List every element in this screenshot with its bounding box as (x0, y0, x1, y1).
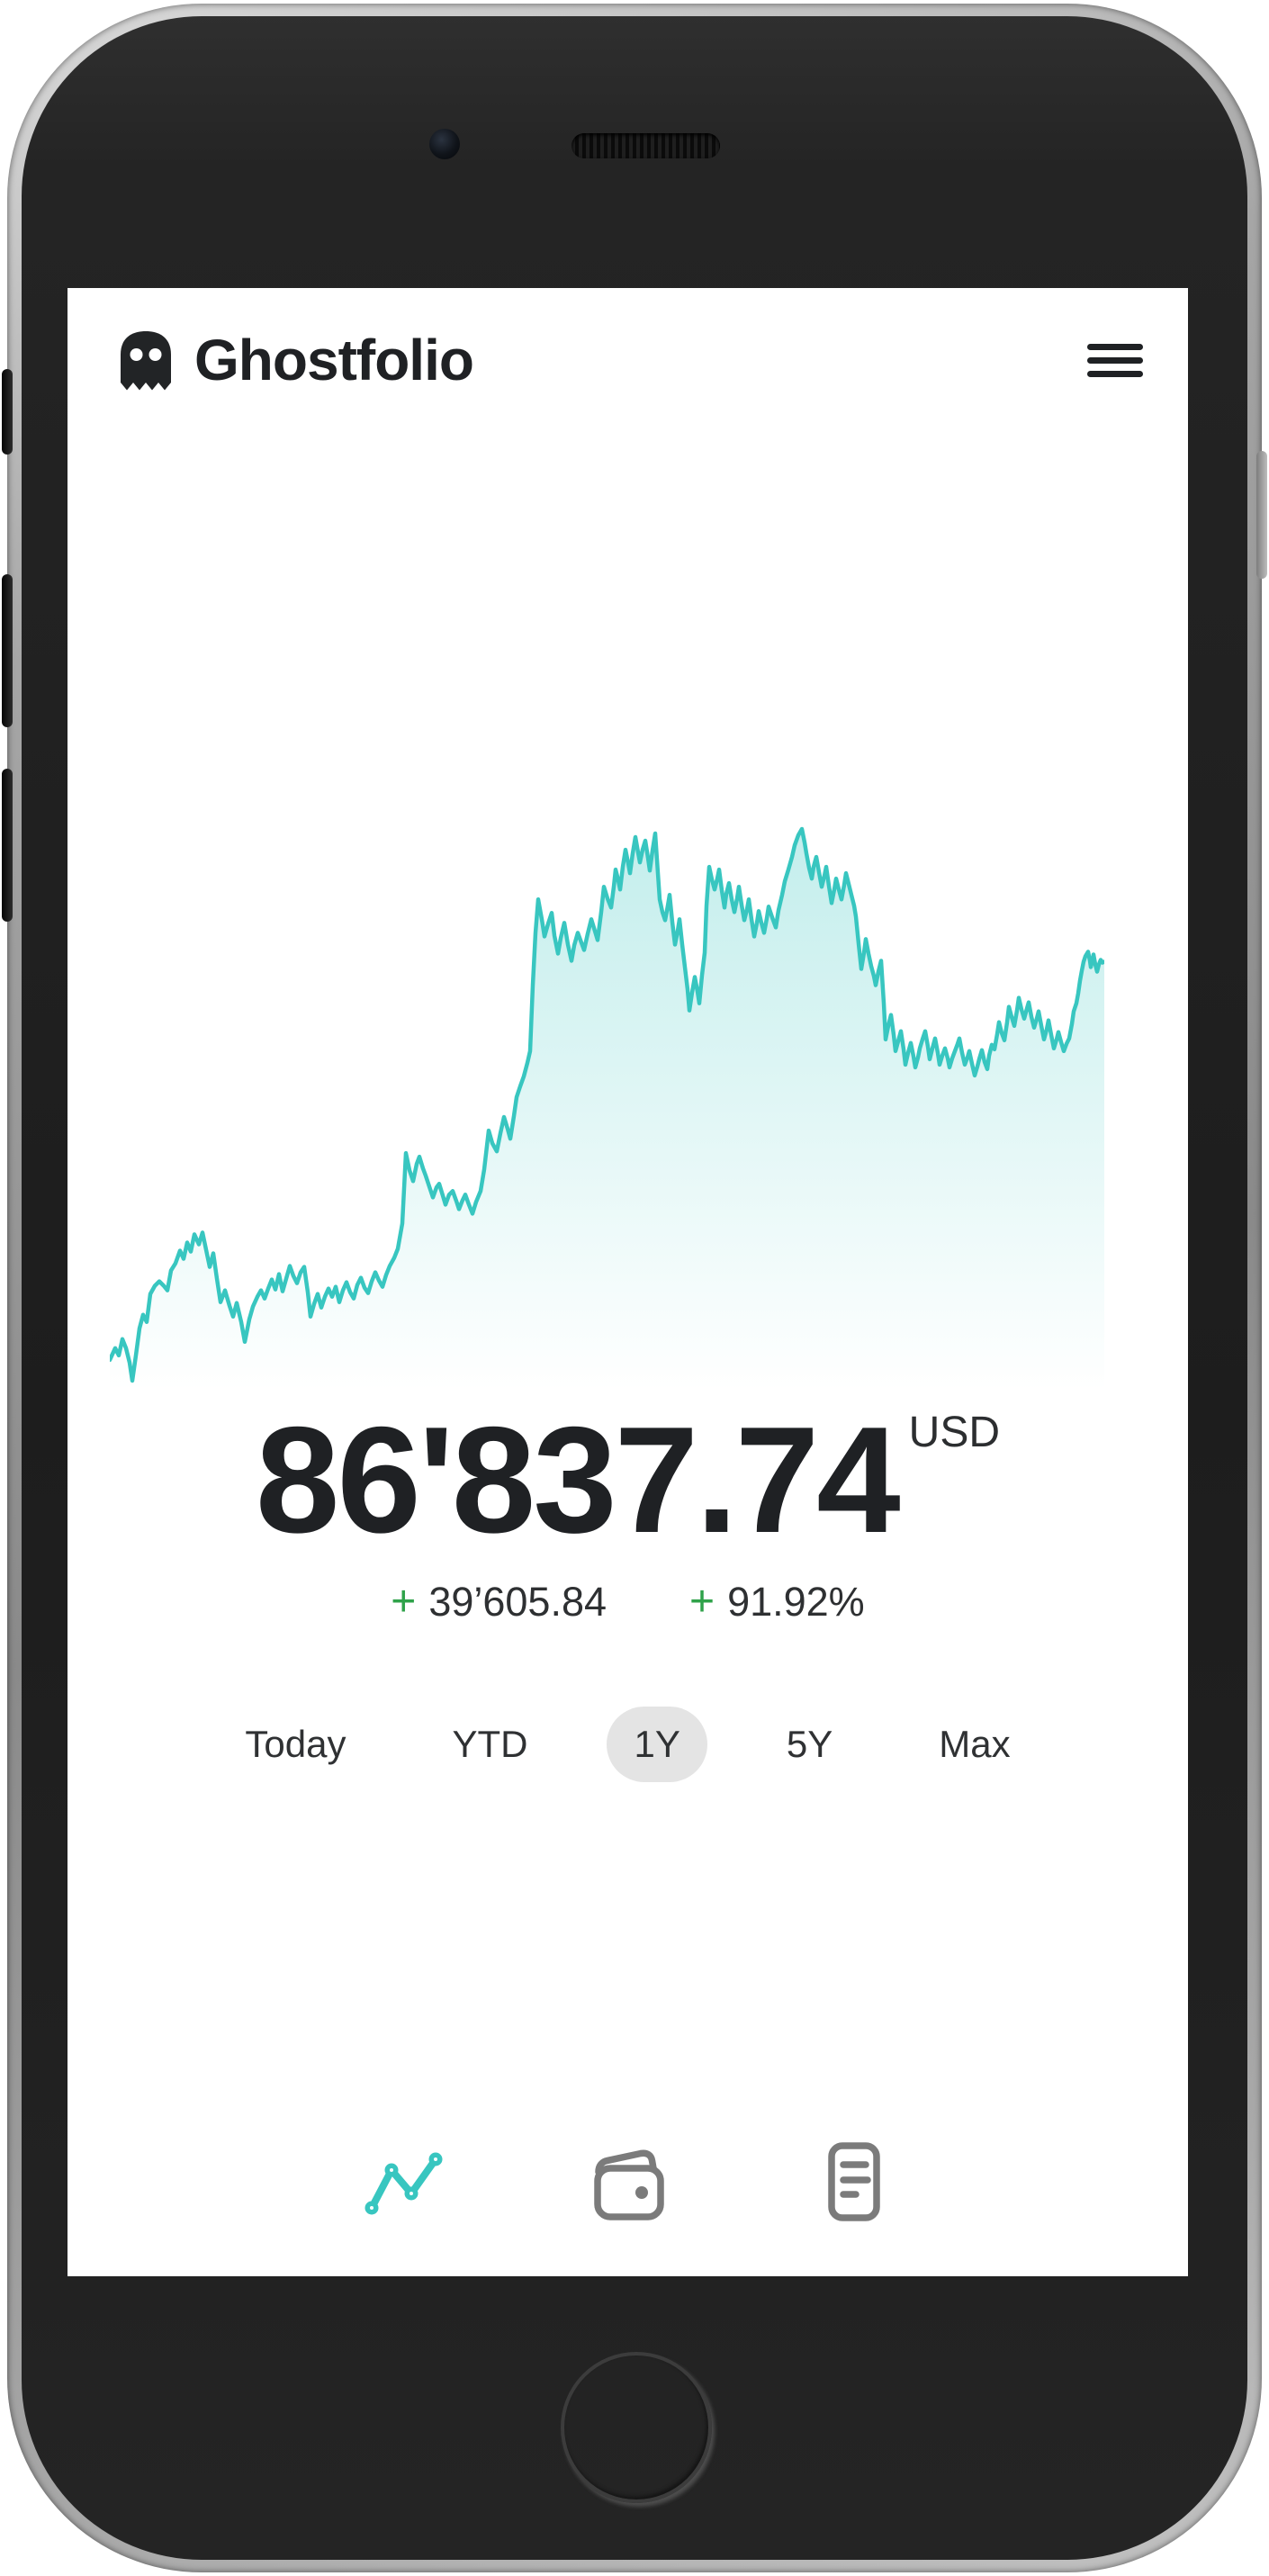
nav-accounts-button[interactable] (583, 2137, 673, 2227)
hamburger-icon (1087, 343, 1143, 350)
bottom-nav (68, 2137, 1188, 2227)
portfolio-value-block: 86'837.74 USD (68, 1404, 1188, 1555)
silent-switch (2, 369, 13, 455)
app-title: Ghostfolio (194, 328, 474, 392)
change-percent: + 91.92% (689, 1578, 865, 1626)
range-button-ytd[interactable]: YTD (425, 1707, 554, 1782)
chart-line-path (110, 826, 1104, 1383)
transactions-icon (810, 2139, 896, 2225)
phone-frame: Ghostfolio (2, 4, 1267, 2572)
plus-icon: + (391, 1578, 417, 1626)
earpiece-speaker (572, 133, 720, 158)
app-screen: Ghostfolio (68, 288, 1188, 2276)
change-row: + 39’605.84 + 91.92% (68, 1577, 1188, 1626)
app-header: Ghostfolio (117, 319, 1143, 401)
volume-down-button (2, 769, 13, 922)
chart-area-path (110, 829, 1104, 1391)
change-absolute: + 39’605.84 (391, 1578, 608, 1626)
nav-transactions-button[interactable] (808, 2137, 898, 2227)
ghostfolio-logo-icon (117, 328, 175, 392)
plus-icon: + (689, 1578, 716, 1626)
brand: Ghostfolio (117, 327, 474, 393)
home-button (561, 2352, 712, 2503)
volume-up-button (2, 574, 13, 727)
range-button-1y[interactable]: 1Y (607, 1707, 707, 1782)
range-button-5y[interactable]: 5Y (760, 1707, 860, 1782)
range-button-today[interactable]: Today (218, 1707, 373, 1782)
range-selector: Today YTD 1Y 5Y Max (68, 1705, 1188, 1784)
nav-overview-button[interactable] (358, 2137, 448, 2227)
currency-label: USD (908, 1409, 1000, 1456)
wallet-icon (585, 2139, 671, 2225)
menu-button[interactable] (1087, 338, 1143, 383)
performance-chart[interactable] (110, 826, 1104, 1391)
front-camera (429, 129, 460, 159)
portfolio-value: 86'837.74 (255, 1395, 901, 1564)
power-button (1256, 451, 1267, 579)
range-button-max[interactable]: Max (912, 1707, 1037, 1782)
chart-line-icon (360, 2139, 446, 2225)
